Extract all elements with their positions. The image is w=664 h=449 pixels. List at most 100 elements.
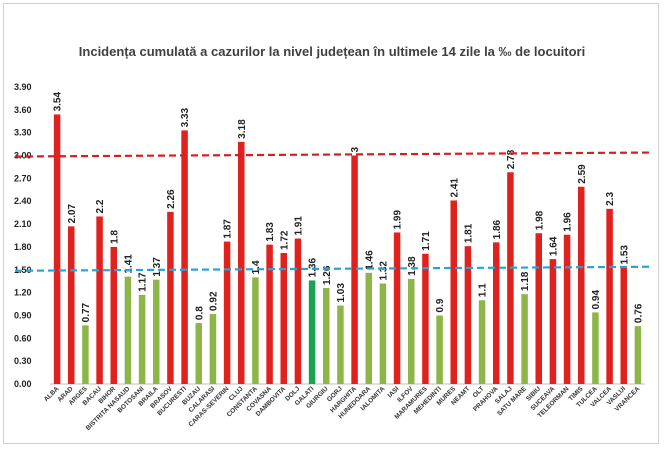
bar bbox=[252, 277, 259, 384]
bar bbox=[365, 272, 372, 384]
bar bbox=[606, 208, 613, 384]
bar-value-label: 1.26 bbox=[322, 265, 333, 285]
bar bbox=[223, 241, 231, 384]
y-tick-label: 1.20 bbox=[14, 288, 32, 298]
y-tick-label: 2.40 bbox=[14, 196, 32, 206]
bar bbox=[549, 259, 557, 384]
bar bbox=[379, 283, 387, 384]
bar-value-label: 1.96 bbox=[563, 212, 574, 232]
bar bbox=[82, 325, 89, 384]
bar-value-label: 1.53 bbox=[619, 245, 630, 265]
bar-value-label: 0.76 bbox=[633, 303, 644, 323]
bar-value-label: 1.18 bbox=[520, 271, 531, 291]
bar-value-label: 1.86 bbox=[492, 219, 503, 239]
bar bbox=[323, 288, 330, 384]
bar bbox=[351, 155, 358, 384]
bar-value-label: 0.9 bbox=[435, 298, 446, 312]
threshold-line bbox=[14, 265, 651, 272]
y-tick-label: 2.70 bbox=[14, 173, 32, 183]
bar-value-label: 1.03 bbox=[336, 283, 347, 303]
bar bbox=[493, 242, 500, 384]
bar bbox=[53, 114, 61, 385]
bar bbox=[280, 253, 287, 384]
bar-value-label: 3.54 bbox=[53, 92, 64, 112]
bar bbox=[138, 294, 146, 384]
bar bbox=[436, 315, 443, 384]
bar-value-label: 1.8 bbox=[109, 230, 120, 244]
bar bbox=[578, 186, 585, 384]
y-tick-label: 3.00 bbox=[14, 151, 32, 161]
y-tick-label: 0.30 bbox=[14, 356, 32, 366]
bar bbox=[521, 294, 528, 384]
bar bbox=[535, 233, 542, 384]
chart-title: Incidența cumulată a cazurilor la nivel … bbox=[78, 44, 586, 59]
bar bbox=[563, 234, 571, 384]
y-tick-label: 3.90 bbox=[14, 82, 32, 92]
bar bbox=[393, 232, 401, 384]
y-tick-label: 2.10 bbox=[14, 219, 32, 229]
bar bbox=[308, 280, 316, 384]
bar-value-label: 2.59 bbox=[577, 164, 588, 184]
bar-value-label: 0.92 bbox=[208, 291, 219, 311]
bar bbox=[181, 130, 188, 384]
bar bbox=[266, 244, 273, 384]
bar bbox=[124, 276, 132, 384]
y-tick-label: 3.30 bbox=[14, 128, 32, 138]
bar bbox=[209, 313, 217, 384]
bar-value-label: 1.1 bbox=[478, 283, 489, 297]
bar-value-label: 1.46 bbox=[364, 250, 375, 270]
bar bbox=[167, 211, 174, 384]
bar-value-label: 1.71 bbox=[421, 231, 432, 251]
bar-value-label: 1.32 bbox=[378, 261, 389, 281]
bar bbox=[408, 278, 415, 384]
bar bbox=[337, 305, 344, 384]
bar-value-label: 1.83 bbox=[265, 222, 276, 242]
bar bbox=[294, 238, 302, 384]
bar-value-label: 1.17 bbox=[138, 272, 149, 292]
bar bbox=[238, 141, 245, 384]
bar bbox=[195, 323, 202, 384]
bar bbox=[478, 300, 486, 384]
bar-value-label: 1.64 bbox=[548, 236, 559, 256]
bar-value-label: 1.38 bbox=[407, 256, 418, 276]
bar-value-label: 1.91 bbox=[293, 216, 304, 236]
y-tick-label: 0.00 bbox=[14, 379, 32, 389]
bar-value-label: 0.94 bbox=[591, 290, 602, 310]
bar-value-label: 0.8 bbox=[194, 306, 205, 320]
bar-value-label: 1.72 bbox=[279, 230, 290, 250]
bar-value-label: 1.4 bbox=[251, 260, 262, 274]
bar bbox=[96, 216, 103, 384]
bar-value-label: 2.26 bbox=[166, 189, 177, 209]
threshold-line bbox=[14, 151, 651, 158]
y-tick-label: 3.60 bbox=[14, 105, 32, 115]
bar bbox=[68, 226, 75, 384]
bar bbox=[422, 253, 429, 384]
bar-value-label: 1.37 bbox=[152, 257, 163, 277]
bar bbox=[592, 312, 599, 384]
bar-value-label: 2.2 bbox=[95, 199, 106, 213]
y-tick-label: 1.50 bbox=[14, 265, 32, 275]
bar-value-label: 2.78 bbox=[506, 149, 517, 169]
bar-value-label: 1.81 bbox=[463, 223, 474, 243]
bar bbox=[634, 326, 642, 384]
bar-value-label: 3.18 bbox=[237, 119, 248, 139]
bar bbox=[450, 200, 457, 384]
bar-value-label: 1.41 bbox=[123, 254, 134, 274]
bar-value-label: 1.98 bbox=[534, 210, 545, 230]
bar bbox=[153, 279, 160, 384]
bar-value-label: 3 bbox=[350, 147, 361, 153]
y-tick-label: 0.60 bbox=[14, 333, 32, 343]
y-tick-label: 1.80 bbox=[14, 242, 32, 252]
y-tick-label: 0.90 bbox=[14, 310, 32, 320]
bar-value-label: 0.77 bbox=[81, 302, 92, 322]
bar-value-label: 2.07 bbox=[67, 203, 78, 223]
bar-value-label: 1.87 bbox=[223, 219, 234, 239]
bar-value-label: 2.41 bbox=[449, 178, 460, 198]
bar bbox=[464, 246, 472, 384]
bar-value-label: 2.3 bbox=[605, 192, 616, 206]
bar bbox=[110, 246, 117, 384]
bar-value-label: 1.36 bbox=[308, 258, 319, 278]
bar-value-label: 1.99 bbox=[393, 210, 404, 230]
bar-value-label: 3.33 bbox=[180, 108, 191, 128]
